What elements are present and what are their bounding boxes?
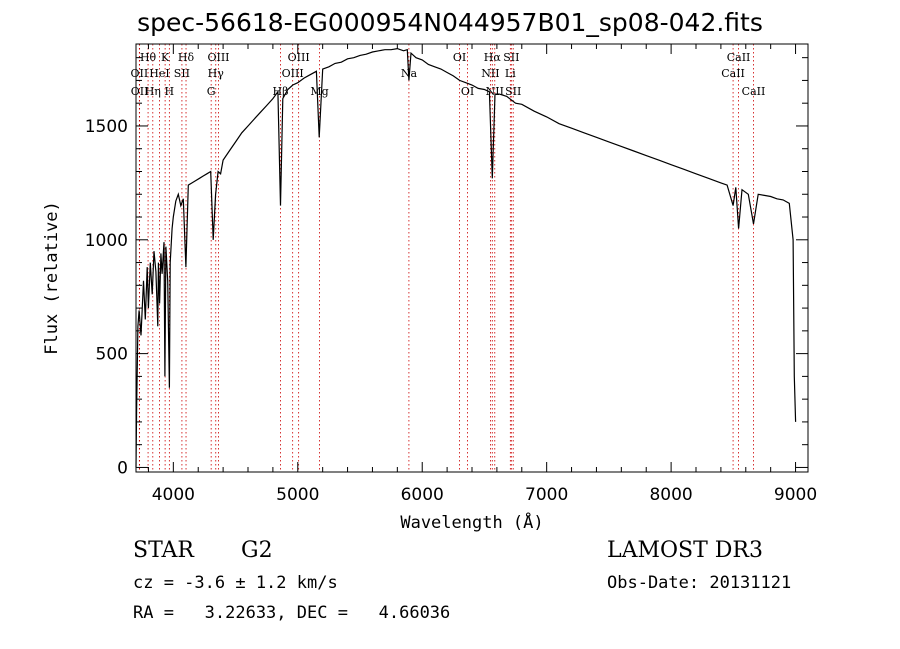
x-tick-label: 9000 [774,485,817,505]
x-axis-label: Wavelength (Å) [400,511,543,533]
line-marker-label: Hη [145,85,161,98]
y-tick-label: 1000 [85,231,128,251]
line-marker-label: OIII [288,51,310,64]
line-marker-label: OIII [207,51,229,64]
y-tick-label: 0 [117,458,128,478]
line-marker-label: OIII [282,67,304,80]
line-marker-label: Hδ [178,51,195,64]
spectrum-line [135,47,797,468]
line-marker-label: CaII [742,85,766,98]
y-axis-label: Flux (relative) [42,201,62,355]
line-marker-label: H [165,85,175,98]
line-marker-label: K [161,51,170,64]
x-tick-label: 5000 [276,485,319,505]
chart-title: spec-56618-EG000954N044957B01_sp08-042.f… [137,8,763,37]
x-tick-label: 7000 [525,485,568,505]
line-marker-label: NII [486,85,504,98]
survey-name: LAMOST DR3 [607,538,763,563]
x-tick-label: 8000 [649,485,692,505]
line-marker-label: Hα [484,51,502,64]
observation-date: Obs-Date: 20131121 [607,573,792,593]
line-marker-label: Hγ [208,67,225,80]
axis-ticks: 4000 5000 6000 7000 8000 9000 0 500 1000 1500 [85,44,817,505]
redshift-cz: cz = -3.6 ± 1.2 km/s [133,573,338,593]
line-marker-label: NII [481,67,499,80]
line-marker-label: HeI [149,67,169,80]
coordinates: RA = 3.22633, DEC = 4.66036 [133,603,451,623]
line-marker-label: OI [461,85,474,98]
y-tick-label: 500 [96,345,128,365]
line-marker-label: Mg [310,85,328,98]
line-marker-label: SII [503,51,519,64]
line-marker-label: OI [453,51,466,64]
line-marker-label: Li [505,67,516,80]
x-tick-label: 4000 [152,485,195,505]
line-marker-label: CaII [727,51,751,64]
line-marker-label: G [207,85,216,98]
plot-frame [135,43,809,473]
object-class: STAR [133,538,194,563]
line-markers [138,44,754,472]
line-marker-label: OII [131,67,149,80]
x-tick-label: 6000 [401,485,444,505]
line-marker-labels: OIIOIIHθHηHeIKHSIIHδGHγOIIIHβOIIIOIIIMgN… [131,51,766,98]
line-marker-label: SII [505,85,521,98]
object-subclass: G2 [241,538,273,563]
y-tick-label: 1500 [85,117,128,137]
line-marker-label: CaII [721,67,745,80]
line-marker-label: Hθ [140,51,157,64]
line-marker-label: SII [174,67,190,80]
line-marker-label: OII [131,85,149,98]
